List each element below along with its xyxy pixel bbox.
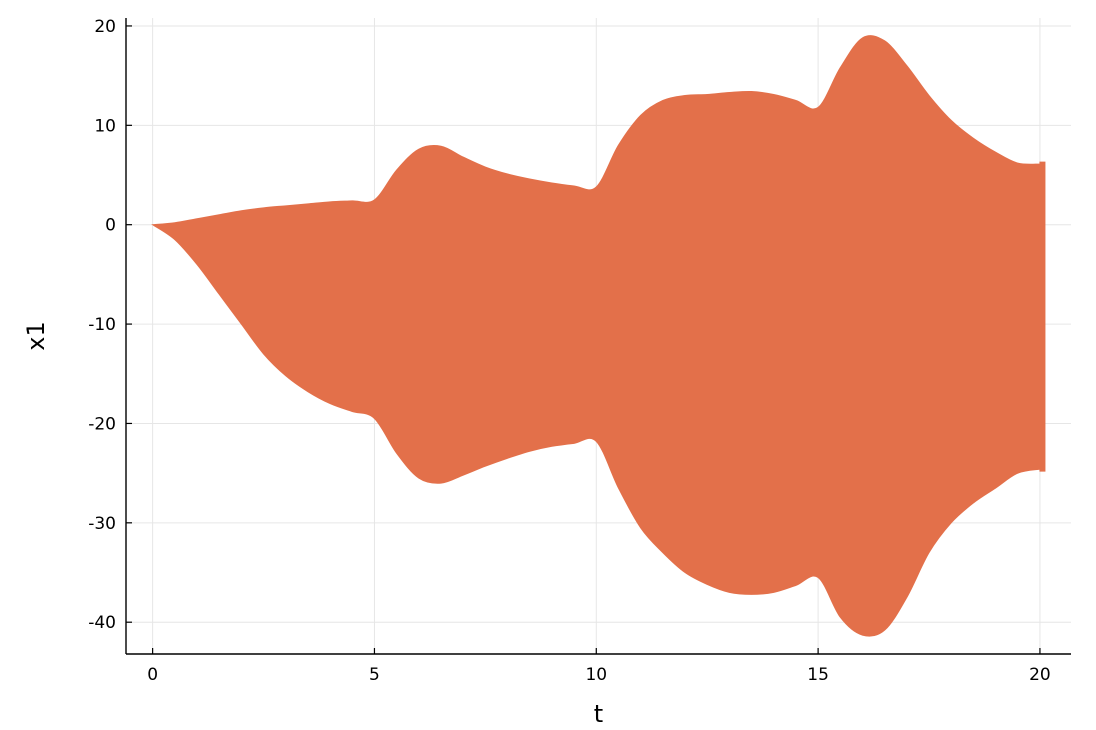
- x-tick-label: 20: [1029, 665, 1051, 685]
- x-ticks: 0 5 10 15 20: [147, 648, 1051, 685]
- y-tick-label: -40: [88, 613, 116, 633]
- y-tick-label: 0: [105, 216, 116, 236]
- x-tick-label: 10: [585, 665, 607, 685]
- x-axis-label: t: [594, 700, 603, 728]
- x-tick-label: 15: [807, 665, 829, 685]
- y-axis-label: x1: [22, 321, 50, 350]
- y-tick-label: -20: [88, 414, 116, 434]
- y-tick-label: 20: [94, 17, 116, 37]
- y-tick-label: -10: [88, 315, 116, 335]
- series-area-0: [151, 35, 1046, 637]
- y-ticks: -40 -30 -20 -10 0 10 20: [88, 17, 132, 633]
- y-tick-label: -30: [88, 514, 116, 534]
- x-tick-label: 5: [369, 665, 380, 685]
- y-tick-label: 10: [94, 116, 116, 136]
- x-tick-label: 0: [147, 665, 158, 685]
- plot-area: [151, 35, 1046, 637]
- axes: [125, 18, 1071, 655]
